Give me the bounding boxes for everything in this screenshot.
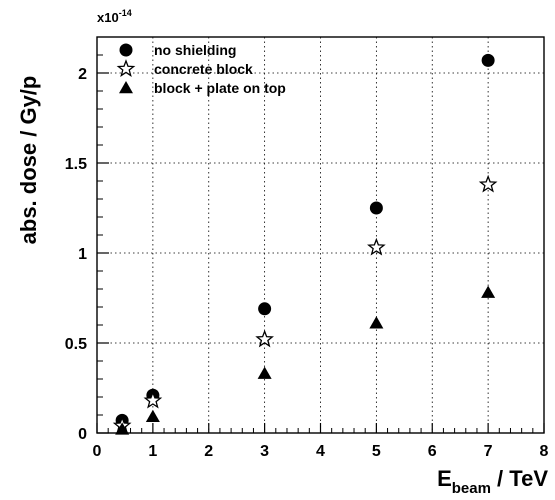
- y-axis-multiplier: x10-14: [97, 8, 132, 25]
- x-tick-label: 1: [148, 443, 157, 460]
- marker-layer: [112, 53, 498, 435]
- data-point-star-open: [255, 329, 274, 348]
- data-point-star-open: [143, 390, 163, 409]
- legend: no shielding concrete block block + plate …: [116, 42, 286, 96]
- data-point-star-open: [367, 237, 386, 256]
- y-tick-label: 1.5: [65, 156, 87, 173]
- legend-label: block + plate on top: [154, 80, 286, 96]
- legend-marker-triangle: [119, 81, 133, 94]
- x-tick-label: 5: [372, 443, 381, 460]
- legend-label: no shielding: [154, 42, 236, 58]
- legend-label: concrete block: [154, 61, 253, 77]
- x-tick-label: 3: [260, 443, 269, 460]
- x-axis-title: Ebeam / TeV: [437, 466, 548, 497]
- x-tick-label: 7: [484, 443, 493, 460]
- x-tick-label: 6: [428, 443, 437, 460]
- data-point-triangle: [481, 285, 496, 298]
- legend-marker-star-open: [116, 59, 136, 77]
- tick-layer: 0 1 2 3 4 5 6 7 8 0 0.5 1 1.5 2: [65, 54, 549, 460]
- data-point-circle: [369, 201, 383, 215]
- y-tick-label: 2: [78, 66, 87, 83]
- data-point-triangle: [369, 316, 384, 329]
- data-point-circle: [481, 53, 495, 67]
- x-tick-label: 0: [93, 443, 102, 460]
- y-tick-label: 0.5: [65, 336, 87, 353]
- y-tick-label: 1: [78, 246, 87, 263]
- data-point-star-open: [478, 174, 498, 193]
- grid-layer: [97, 37, 544, 433]
- x-tick-label: 2: [204, 443, 213, 460]
- data-point-triangle: [257, 366, 272, 379]
- data-point-triangle: [115, 422, 130, 435]
- x-tick-label: 8: [540, 443, 549, 460]
- data-point-triangle: [145, 409, 160, 423]
- data-point-circle: [258, 302, 272, 316]
- legend-marker-circle: [119, 43, 133, 57]
- y-axis-title: abs. dose / Gy/p: [16, 76, 41, 245]
- y-tick-label: 0: [78, 426, 87, 443]
- x-tick-label: 4: [316, 443, 325, 460]
